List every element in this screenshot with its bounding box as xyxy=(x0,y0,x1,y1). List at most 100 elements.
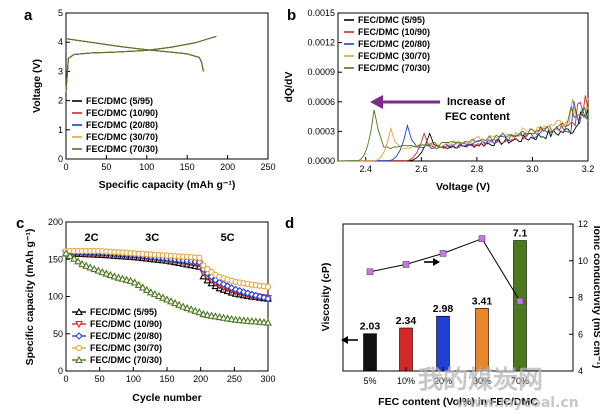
panel-d: d 2.03 5% 2.34 10% 2.98 20% 3.41 30% 7.1 70% 4 6 8 1… xyxy=(285,215,600,408)
y-axis-b-tick-label: 0.0015 xyxy=(307,8,335,18)
legend-label-b-2: FEC/DMC (10/90) xyxy=(358,27,430,37)
panel-c: c 0 50 100 150 200 250 300 0 50 100 150 200 2C 3C 5C… xyxy=(16,215,276,404)
cycle-marker-5 xyxy=(98,267,107,276)
y-axis-b-tick-label: 0.0000 xyxy=(307,156,335,166)
y-axis-b-tick-label: 0.0003 xyxy=(307,126,335,136)
y-axis-a-tick-label: 4 xyxy=(58,37,63,47)
bar-value-label-4: 3.41 xyxy=(472,295,493,307)
legend-label-b-4: FEC/DMC (30/70) xyxy=(358,51,430,61)
cycle-marker-5 xyxy=(154,291,163,299)
legend-marker-c-4 xyxy=(75,344,83,352)
y-axis-a-tick-label: 1 xyxy=(58,125,63,135)
panel-b: b 2.4 2.6 2.8 3.0 3.2 0.0000 0.0003 0.0006 0.00… xyxy=(283,7,594,193)
legend-label-c-4: FEC/DMC (30/70) xyxy=(90,343,162,353)
plot-frame-b xyxy=(337,12,589,162)
cycle-marker-5 xyxy=(223,314,232,322)
dqdv-curve-4 xyxy=(337,97,589,162)
discharge-curve-2 xyxy=(65,38,204,72)
category-label-1: 5% xyxy=(363,376,376,386)
legend-label-b-1: FEC/DMC (5/95) xyxy=(358,15,425,25)
plot-frame-d xyxy=(342,223,574,372)
x-axis-label-c: Cycle number xyxy=(132,392,201,404)
legend-label-a-4: FEC/DMC (30/70) xyxy=(86,132,158,142)
legend-label-a-2: FEC/DMC (10/90) xyxy=(86,108,158,118)
cycle-marker-5 xyxy=(146,288,155,296)
category-label-5: 70% xyxy=(511,376,529,386)
cycle-marker-5 xyxy=(171,298,180,307)
x-axis-label-b: Voltage (V) xyxy=(436,181,490,193)
panel-letter-d: d xyxy=(285,215,294,232)
conductivity-marker-2 xyxy=(402,261,410,268)
y-axis-c-tick-label: 150 xyxy=(48,254,63,264)
panel-letter-b: b xyxy=(287,7,296,24)
x-axis-b-tick-label: 2.8 xyxy=(471,164,484,174)
viscosity-bar-4 xyxy=(475,308,489,372)
cycle-marker-4 xyxy=(204,265,211,273)
y-axis-label-c: Specific capacity (mAh g⁻¹) xyxy=(24,229,36,366)
x-axis-c-tick-label: 100 xyxy=(126,374,141,384)
charge-curve-3 xyxy=(65,35,217,92)
y-axis-b-tick-label: 0.0012 xyxy=(307,38,335,48)
x-axis-a-tick-label: 200 xyxy=(220,162,235,172)
cycle-marker-5 xyxy=(94,266,103,274)
conductivity-line xyxy=(369,238,521,302)
y2-axis-d-tick-label: 8 xyxy=(578,293,583,303)
x-axis-c-tick-label: 300 xyxy=(260,374,275,384)
bar-value-label-2: 2.34 xyxy=(396,315,417,327)
y-axis-b-tick-label: 0.0006 xyxy=(307,97,335,107)
x-axis-a-tick-label: 250 xyxy=(260,162,275,172)
legend-marker-c-5 xyxy=(75,355,83,364)
y2-axis-label-d: Ionic conductivity (mS cm⁻¹) xyxy=(591,226,600,369)
legend-label-a-5: FEC/DMC (70/30) xyxy=(86,144,158,154)
x-axis-c-tick-label: 250 xyxy=(227,374,242,384)
charge-curve-5 xyxy=(65,35,217,92)
x-axis-b-tick-label: 2.4 xyxy=(360,164,373,174)
cycle-marker-5 xyxy=(70,254,79,262)
cycle-marker-5 xyxy=(78,259,87,268)
cycle-marker-4 xyxy=(208,268,215,276)
cycle-marker-5 xyxy=(211,312,220,320)
x-axis-b-tick-label: 2.6 xyxy=(415,164,428,174)
legend-label-c-1: FEC/DMC (5/95) xyxy=(90,307,157,317)
cycle-marker-3 xyxy=(264,294,272,303)
cycle-marker-5 xyxy=(102,269,111,277)
cycle-marker-5 xyxy=(130,278,139,286)
cycle-marker-4 xyxy=(196,254,203,261)
legend-label-c-2: FEC/DMC (10/90) xyxy=(90,319,162,329)
x-axis-b-tick-label: 3.2 xyxy=(582,164,595,174)
y2-axis-d-tick-label: 12 xyxy=(578,219,588,229)
viscosity-bar-3 xyxy=(436,315,450,372)
x-axis-c-tick-label: 200 xyxy=(193,374,208,384)
charge-curve-2 xyxy=(65,35,217,92)
legend-label-b-3: FEC/DMC (20/80) xyxy=(358,39,430,49)
cycle-marker-5 xyxy=(82,261,91,269)
panel-a: a 0 50 100 150 200 250 0 1 2 3 4 5 FEC/DMC (5/95) F… xyxy=(24,7,276,191)
x-axis-label-a: Specific capacity (mAh g⁻¹) xyxy=(99,179,236,191)
bar-value-label-5: 7.1 xyxy=(513,228,528,240)
x-axis-a-tick-label: 100 xyxy=(139,162,154,172)
y-axis-a-tick-label: 0 xyxy=(58,154,63,164)
y-axis-c-tick-label: 50 xyxy=(53,329,63,339)
cycle-marker-5 xyxy=(167,297,175,305)
x-axis-c-tick-label: 50 xyxy=(95,374,105,384)
category-label-2: 10% xyxy=(397,376,415,386)
rate-label-5C: 5C xyxy=(221,232,235,244)
cycle-marker-5 xyxy=(191,306,200,314)
annotation-line-1: Increase of xyxy=(447,96,505,108)
rate-label-3C: 3C xyxy=(145,232,159,244)
conductivity-marker-1 xyxy=(366,268,374,276)
cycle-marker-4 xyxy=(264,283,272,290)
viscosity-arrow xyxy=(341,336,358,344)
legend-label-c-5: FEC/DMC (70/30) xyxy=(90,355,162,365)
discharge-curve-3 xyxy=(65,38,204,72)
y-axis-a-tick-label: 2 xyxy=(58,96,63,106)
cycle-marker-5 xyxy=(203,310,212,319)
fec-arrow xyxy=(370,95,440,109)
cycle-marker-5 xyxy=(163,295,171,303)
cycle-marker-5 xyxy=(187,305,196,313)
legend-label-a-1: FEC/DMC (5/95) xyxy=(86,96,153,106)
conductivity-marker-4 xyxy=(478,235,486,242)
cycle-marker-5 xyxy=(118,274,127,282)
viscosity-bar-2 xyxy=(399,327,413,372)
